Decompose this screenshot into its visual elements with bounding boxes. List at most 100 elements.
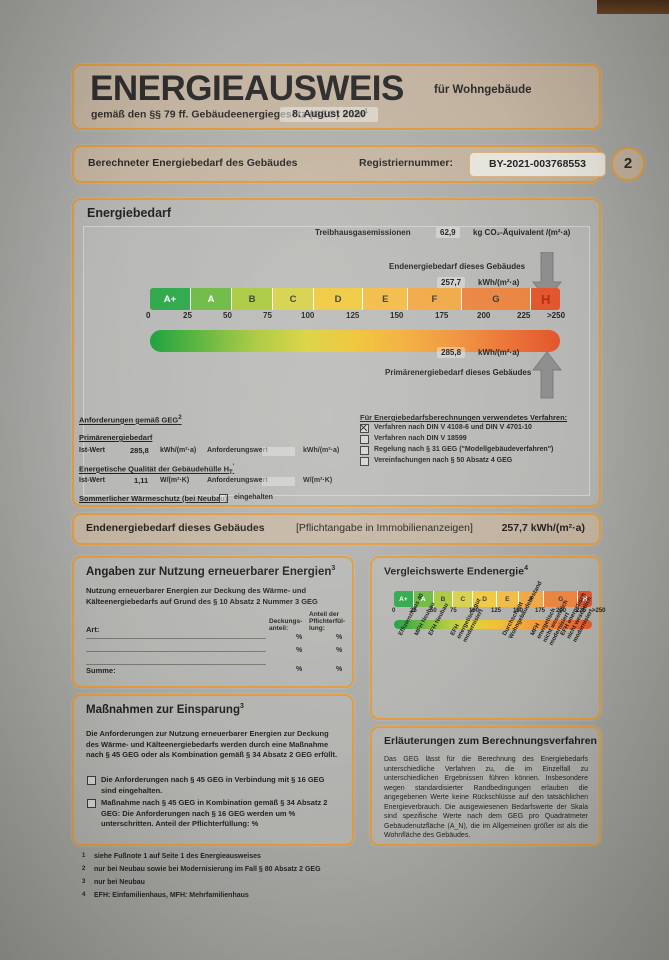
massnahmen-title-text: Maßnahmen zur Einsparung	[86, 703, 240, 716]
erneuerbare-pct-d2: %	[296, 666, 303, 673]
primary-energy-unit: kWh/(m²·a)	[478, 348, 520, 357]
footnote-4: 4 EFH: Einfamilienhaus, MFH: Mehrfamilien…	[78, 891, 478, 900]
footnote-2-text: nur bei Neubau sowie bei Modernisierung …	[94, 866, 321, 873]
verfahren-checkbox-1[interactable]	[360, 435, 369, 444]
primary-energy-label: Primärenergiebedarf dieses Gebäudes	[385, 368, 532, 377]
footnotes: 1 siehe Fußnote 1 auf Seite 1 des Energie…	[78, 852, 478, 904]
energy-class-G: G	[461, 288, 532, 310]
summer-heat-label: Sommerlicher Wärmeschutz (bei Neubau)	[79, 494, 228, 503]
vergleich-gradient-bar	[394, 620, 592, 629]
energy-class-D: D	[314, 288, 364, 310]
vergleich-tick-100: 100	[469, 608, 480, 614]
tick-100: 100	[301, 311, 315, 320]
vergleich-tick-75: 75	[450, 608, 457, 614]
summer-heat-check-label: eingehalten	[234, 494, 273, 501]
vergleich-class-A+: A+	[394, 591, 414, 607]
vergleich-class-D: D	[473, 591, 497, 607]
tick-175: 175	[435, 311, 449, 320]
erneuerbare-row-line-0	[86, 638, 266, 639]
vergleich-scale-ticks: 0 25 50 75 100 125 150 175 200 225 >250	[390, 608, 606, 618]
verfahren-checkbox-0[interactable]	[360, 424, 369, 433]
pflichtangabe-value: 257,7 kWh/(m²·a)	[501, 522, 585, 534]
footnote-2-num: 2	[82, 866, 86, 872]
verfahren-checkbox-3[interactable]	[360, 457, 369, 466]
anforderungswert-primary-blank	[262, 447, 295, 456]
primary-energy-gradient-bar	[150, 330, 560, 352]
energy-class-A+: A+	[150, 288, 191, 310]
verfahren-option-1: Verfahren nach DIN V 18599	[374, 435, 467, 442]
vergleich-class-H: H	[578, 591, 592, 607]
erneuerbare-title: Angaben zur Nutzung erneuerbarer Energie…	[86, 565, 335, 578]
vergleich-tick-50: 50	[430, 608, 437, 614]
vergleich-class-B: B	[433, 591, 454, 607]
ist-wert-primary-unit: kWh/(m²·a)	[160, 447, 197, 454]
header-subtitle: für Wohngebäude	[434, 84, 532, 96]
footnote-1: 1 siehe Fußnote 1 auf Seite 1 des Energie…	[78, 852, 478, 861]
final-energy-label: Endenergiebedarf dieses Gebäudes	[389, 262, 526, 271]
erneuerbare-sum-label: Summe:	[86, 666, 116, 675]
summer-heat-checkbox[interactable]	[219, 494, 228, 503]
ist-wert-hull-label: Ist-Wert	[79, 477, 105, 484]
vergleich-class-A: A	[413, 591, 434, 607]
massnahmen-checkbox-0[interactable]	[87, 776, 96, 785]
massnahmen-panel: Maßnahmen zur Einsparung3 Die Anforderun…	[72, 694, 354, 846]
registration-number-value: BY-2021-003768553	[469, 152, 606, 177]
ghg-label: Treibhausgasemissionen	[315, 228, 411, 237]
tick-225: 225	[517, 311, 531, 320]
vergleichswerte-title-footnote: 4	[524, 565, 528, 572]
final-energy-value: 257,7	[437, 277, 466, 288]
energy-scale-ticks: 0 25 50 75 100 125 150 175 200 225 >250	[146, 311, 565, 323]
vergleich-tick-150: 150	[513, 608, 524, 614]
vergleichswerte-panel: Vergleichswerte Endenergie4 A+ A B C D E…	[370, 556, 606, 720]
pflichtangabe-bracket: [Pflichtangabe in Immobilienanzeigen]	[296, 522, 473, 534]
anforderungswert-hull-label: Anforderungswert	[207, 477, 268, 484]
erneuerbare-energien-panel: Angaben zur Nutzung erneuerbarer Energie…	[72, 556, 354, 688]
vergleich-class-E: E	[496, 591, 519, 607]
erneuerbare-pct-d0: %	[296, 634, 303, 641]
hull-quality-heading: Energetische Qualität der Gebäudehülle H…	[79, 463, 234, 476]
erneuerbare-pct-d1: %	[296, 647, 303, 654]
energy-class-scale: A+ A B C D E F G H	[150, 288, 560, 310]
hull-quality-sub: T	[229, 470, 233, 476]
tick-125: 125	[346, 311, 360, 320]
erlaeuterungen-panel: Erläuterungen zum Berechnungsverfahren D…	[370, 726, 601, 846]
erlaeuterungen-title: Erläuterungen zum Berechnungsverfahren	[384, 735, 597, 747]
vergleich-class-scale: A+ A B C D E F G H	[394, 591, 592, 607]
verfahren-option-3: Vereinfachungen nach § 50 Absatz 4 GEG	[374, 457, 513, 464]
vergleich-tick-25: 25	[410, 608, 417, 614]
footnote-3-text: nur bei Neubau	[94, 879, 145, 886]
tick-0: 0	[146, 311, 151, 320]
erneuerbare-intro: Nutzung erneuerbarer Energien zur Deckun…	[86, 586, 318, 606]
ist-wert-hull-value: 1,11	[134, 476, 149, 485]
ist-wert-hull-unit: W/(m²·K)	[160, 477, 190, 484]
anforderungswert-primary-label: Anforderungswert	[207, 447, 268, 454]
hull-quality-heading-text: Energetische Qualität der Gebäudehülle H	[79, 464, 230, 474]
massnahmen-option-1: Maßnahme nach § 45 GEG in Kombination ge…	[101, 798, 328, 828]
erneuerbare-row-line-2	[86, 664, 266, 665]
erlaeuterungen-body: Das GEG lässt für die Berechnung des Ene…	[384, 756, 588, 839]
vergleich-tick-175: 175	[535, 608, 546, 614]
energy-class-F: F	[408, 288, 462, 310]
verfahren-option-0: Verfahren nach DIN V 4108-6 und DIN V 47…	[374, 424, 532, 431]
footnote-4-text: EFH: Einfamilienhaus, MFH: Mehrfamilienh…	[94, 892, 249, 899]
massnahmen-checkbox-1[interactable]	[87, 799, 96, 808]
photo-corner-artifact	[597, 0, 669, 14]
energy-class-H: H	[531, 288, 560, 310]
massnahmen-title: Maßnahmen zur Einsparung3	[86, 703, 244, 716]
verfahren-checkbox-2[interactable]	[360, 446, 369, 455]
vergleich-class-F: F	[518, 591, 545, 607]
pflichtangabe-label: Endenergiebedarf dieses Gebäudes	[86, 522, 265, 534]
verfahren-heading: Für Energiebedarfsberechnungen verwendet…	[360, 413, 568, 422]
vergleich-class-C: C	[453, 591, 474, 607]
ist-wert-primary-label: Ist-Wert	[79, 447, 105, 454]
footnote-4-num: 4	[82, 892, 86, 898]
header-law-date: 8. August 2020	[280, 107, 378, 122]
massnahmen-option-0: Die Anforderungen nach § 45 GEG in Verbi…	[101, 775, 325, 795]
primary-energy-value: 285,8	[437, 347, 466, 358]
registration-number-label: Registriernummer:	[359, 157, 453, 169]
page-title: ENERGIEAUSWEIS	[90, 69, 404, 108]
vergleich-class-G: G	[544, 591, 579, 607]
vergleichswerte-title: Vergleichswerte Endenergie4	[384, 565, 528, 578]
footnote-2: 2 nur bei Neubau sowie bei Modernisierung…	[78, 865, 478, 874]
ghg-value: 62,9	[436, 227, 460, 238]
